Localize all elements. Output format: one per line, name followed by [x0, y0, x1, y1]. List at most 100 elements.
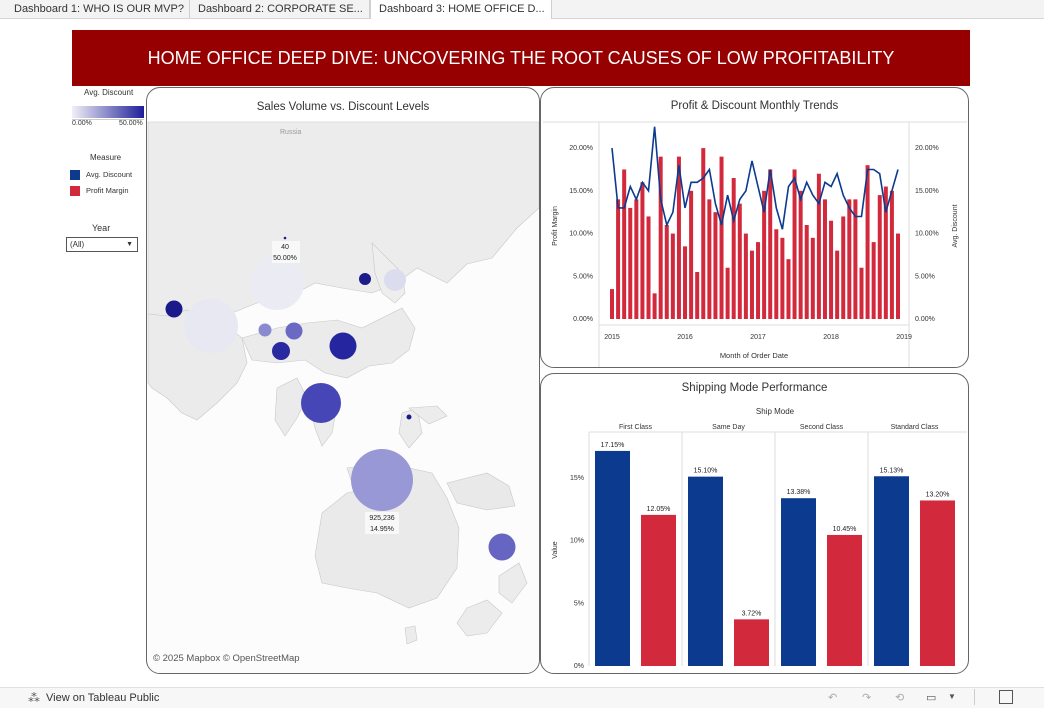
profit-bar[interactable] [707, 199, 712, 319]
profit-bar[interactable] [768, 169, 773, 319]
profit-bar[interactable] [774, 229, 779, 319]
ship-bar[interactable] [920, 500, 955, 666]
ship-bar[interactable] [874, 476, 909, 666]
profit-bar[interactable] [628, 207, 633, 319]
chevron-down-icon[interactable]: ▼ [948, 692, 956, 701]
ship-ylabel: Value [552, 541, 559, 558]
year-filter-dropdown[interactable]: (All) ▼ [66, 237, 138, 252]
profit-bar[interactable] [610, 289, 614, 319]
profit-bar[interactable] [841, 216, 846, 319]
profit-bar[interactable] [743, 233, 748, 319]
redo-icon[interactable]: ↷ [862, 692, 872, 704]
measure-legend-title: Measure [90, 153, 122, 162]
y-tick-right: 20.00% [915, 145, 939, 152]
profit-bar[interactable] [737, 203, 742, 319]
legend-item-profit-margin[interactable]: Profit Margin [70, 185, 129, 197]
ship-bar[interactable] [688, 476, 723, 666]
profit-bar[interactable] [719, 156, 724, 319]
legend-item-avg-discount[interactable]: Avg. Discount [70, 169, 132, 181]
trend-ylabel-right: Avg. Discount [952, 204, 959, 247]
profit-bar[interactable] [816, 173, 821, 319]
ship-bar[interactable] [641, 514, 676, 666]
profit-bar[interactable] [810, 237, 815, 319]
ramp-max-label: 50.00% [119, 120, 143, 127]
revert-icon[interactable]: ⟲ [895, 692, 905, 704]
trend-chart[interactable]: 0.00% 5.00% 10.00% 15.00% 20.00% 0.00% 5.00% 10… [541, 88, 969, 368]
profit-bar[interactable] [701, 148, 706, 319]
profit-bar[interactable] [786, 259, 791, 319]
profit-bar[interactable] [889, 190, 894, 319]
profit-bar[interactable] [634, 199, 639, 319]
year-filter-value: (All) [70, 240, 85, 249]
map-canvas[interactable]: Russia 40 50.00% 925,236 14.95% [147, 88, 540, 674]
profit-bar[interactable] [780, 237, 785, 319]
profit-bar[interactable] [689, 190, 694, 319]
profit-bar[interactable] [871, 242, 876, 319]
tab-dashboard-2[interactable]: Dashboard 2: CORPORATE SE... [190, 0, 370, 18]
profit-bar[interactable] [664, 225, 669, 319]
profit-bar[interactable] [640, 182, 645, 319]
profit-bar[interactable] [896, 233, 900, 319]
x-tick: 2019 [896, 334, 912, 341]
profit-bar[interactable] [658, 156, 663, 319]
map-attribution[interactable]: © 2025 Mapbox © OpenStreetMap [153, 653, 300, 664]
profit-bar[interactable] [859, 267, 864, 319]
profit-bar[interactable] [652, 293, 657, 319]
profit-bar[interactable] [762, 190, 767, 319]
profit-bar[interactable] [798, 190, 803, 319]
ship-bar[interactable] [734, 619, 769, 666]
tab-dashboard-3[interactable]: Dashboard 3: HOME OFFICE D... [370, 0, 552, 19]
profit-bar[interactable] [792, 169, 797, 319]
profit-bar[interactable] [646, 216, 651, 319]
profit-bar[interactable] [622, 169, 627, 319]
profit-bar[interactable] [847, 199, 852, 319]
chevron-down-icon: ▼ [126, 241, 133, 248]
profit-margin-swatch [70, 186, 80, 197]
profit-bar[interactable] [853, 199, 858, 319]
profit-bar[interactable] [683, 246, 688, 319]
profit-bar[interactable] [676, 156, 681, 319]
x-tick: 2015 [604, 334, 620, 341]
map-panel: Sales Volume vs. Discount Levels Russia [146, 87, 540, 674]
profit-bar[interactable] [877, 195, 882, 319]
tooltip-small-pct: 50.00% [273, 255, 297, 262]
profit-bar[interactable] [749, 250, 754, 319]
profit-bar[interactable] [804, 225, 809, 319]
discount-legend-title: Avg. Discount [84, 88, 134, 97]
year-filter-title: Year [92, 223, 111, 233]
footer-toolbar: ⁂ View on Tableau Public ↶ ↷ ⟲ ▭ ▼ [0, 687, 1044, 708]
profit-bar[interactable] [670, 233, 675, 319]
undo-icon[interactable]: ↶ [828, 692, 838, 704]
y-tick-right: 15.00% [915, 188, 939, 195]
bar-data-label: 15.10% [694, 468, 718, 475]
discount-line[interactable] [611, 126, 899, 230]
y-tick-left: 15.00% [569, 188, 593, 195]
x-tick: 2017 [750, 334, 766, 341]
shipping-panel: Shipping Mode Performance Ship Mode Firs… [540, 373, 969, 674]
device-preview-icon[interactable]: ▭ [926, 692, 937, 704]
bar-data-label: 13.38% [787, 489, 811, 496]
profit-bar[interactable] [829, 220, 834, 319]
category-label: Same Day [712, 424, 745, 431]
profit-bar[interactable] [616, 199, 621, 319]
ship-bar[interactable] [595, 450, 630, 666]
y-tick: 15% [570, 475, 584, 482]
profit-bar[interactable] [731, 178, 736, 319]
profit-bar[interactable] [865, 165, 870, 319]
view-on-tableau-link[interactable]: View on Tableau Public [46, 692, 160, 704]
shipping-chart[interactable]: Ship Mode First Class 17.15% 12.05% Same Da… [541, 374, 969, 674]
profit-bar[interactable] [756, 242, 761, 319]
profit-bar[interactable] [725, 267, 730, 319]
bar-data-label: 13.20% [926, 491, 950, 498]
profit-bar[interactable] [695, 272, 700, 319]
fullscreen-icon[interactable] [999, 690, 1013, 704]
tab-dashboard-1[interactable]: Dashboard 1: WHO IS OUR MVP? [6, 0, 190, 18]
ship-bar[interactable] [781, 498, 816, 666]
ship-bar[interactable] [827, 534, 862, 666]
profit-bar[interactable] [883, 186, 888, 319]
profit-bar[interactable] [713, 212, 718, 319]
tooltip-small-value: 40 [281, 244, 289, 251]
profit-bar[interactable] [822, 199, 827, 319]
shipping-title: Shipping Mode Performance [681, 382, 828, 394]
profit-bar[interactable] [835, 250, 840, 319]
